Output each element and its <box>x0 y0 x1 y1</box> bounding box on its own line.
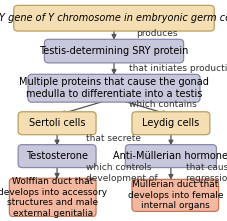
FancyBboxPatch shape <box>125 145 215 168</box>
FancyBboxPatch shape <box>9 178 96 217</box>
FancyBboxPatch shape <box>18 145 96 168</box>
FancyBboxPatch shape <box>14 5 213 31</box>
Text: that secrete: that secrete <box>86 133 141 143</box>
FancyBboxPatch shape <box>28 74 199 102</box>
Text: produces: produces <box>135 29 177 38</box>
FancyBboxPatch shape <box>18 112 96 135</box>
FancyBboxPatch shape <box>131 112 209 135</box>
Text: SRY gene of Y chromosome in embryonic germ cells: SRY gene of Y chromosome in embryonic ge… <box>0 13 227 23</box>
Text: Testosterone: Testosterone <box>26 151 88 161</box>
FancyBboxPatch shape <box>131 179 218 211</box>
Text: Testis-determining SRY protein: Testis-determining SRY protein <box>39 46 188 56</box>
Text: Leydig cells: Leydig cells <box>142 118 199 128</box>
Text: Müllerian duct that
develops into female
internal organs: Müllerian duct that develops into female… <box>127 181 222 210</box>
Text: Multiple proteins that cause the gonad
medulla to differentiate into a testis: Multiple proteins that cause the gonad m… <box>19 77 208 99</box>
Text: that causes
regression of: that causes regression of <box>185 163 227 183</box>
FancyBboxPatch shape <box>44 39 183 63</box>
Text: Sertoli cells: Sertoli cells <box>29 118 85 128</box>
Text: which contains: which contains <box>129 100 196 109</box>
Text: Anti-Müllerian hormone: Anti-Müllerian hormone <box>113 151 227 161</box>
Text: Wolffian duct that
develops into accessory
structures and male
external genitali: Wolffian duct that develops into accesso… <box>0 177 107 218</box>
Text: that initiates production of: that initiates production of <box>129 64 227 72</box>
Text: which controls
development of: which controls development of <box>85 163 156 183</box>
